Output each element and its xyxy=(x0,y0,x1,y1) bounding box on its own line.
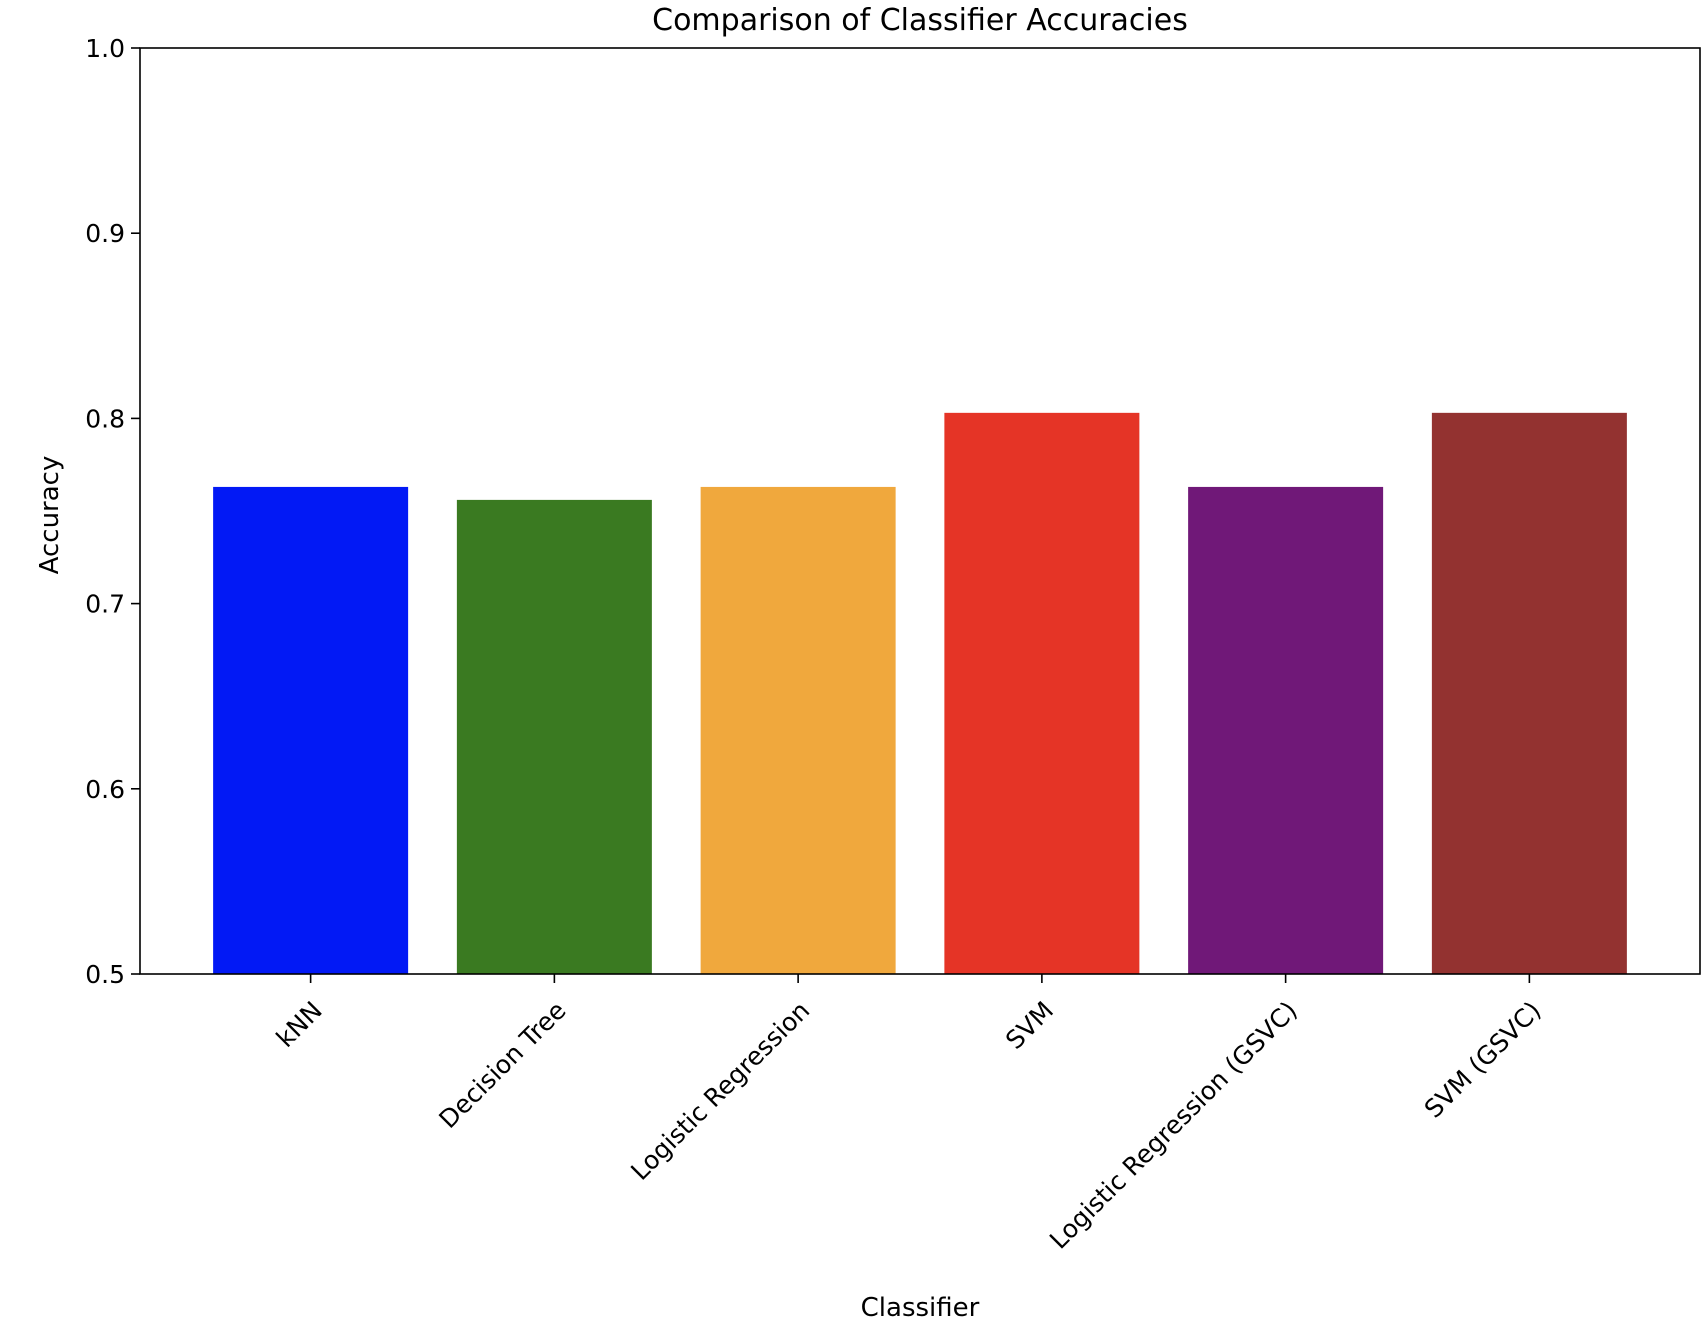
y-tick-label: 0.8 xyxy=(85,404,125,433)
y-tick-label: 0.6 xyxy=(85,775,125,804)
y-tick-label: 0.9 xyxy=(85,219,125,248)
plot-area-frame xyxy=(139,47,1701,975)
bar-svm-gsvc xyxy=(1431,412,1627,974)
y-axis-label: Accuracy xyxy=(35,456,65,575)
chart-title: Comparison of Classifier Accuracies xyxy=(652,3,1188,38)
bar-logistic-regression xyxy=(700,486,896,974)
bar-knn xyxy=(213,486,409,974)
bar-decision-tree xyxy=(456,499,652,974)
bars xyxy=(213,412,1627,974)
bar-svm xyxy=(944,412,1140,974)
x-axis-label: Classifier xyxy=(861,1293,980,1323)
y-axis-ticks: 0.5 0.6 0.7 0.8 0.9 1.0 xyxy=(85,34,140,989)
y-tick-label: 1.0 xyxy=(85,34,125,63)
y-tick-label: 0.5 xyxy=(85,960,125,989)
y-tick-label: 0.7 xyxy=(85,590,125,619)
bar-logistic-regression-gsvc xyxy=(1188,486,1384,974)
